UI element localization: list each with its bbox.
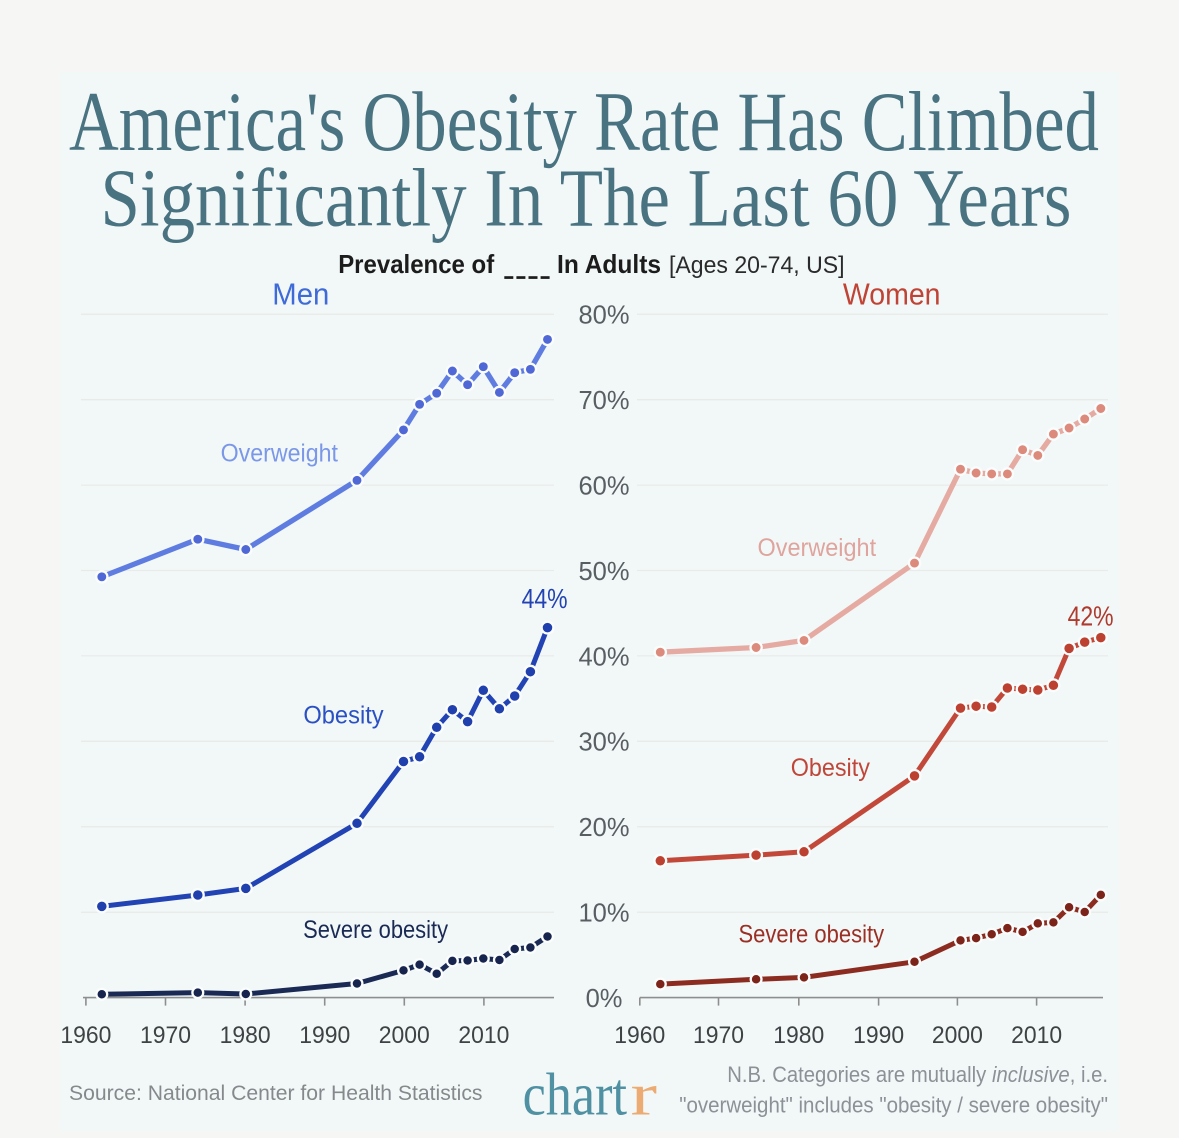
svg-text:2000: 2000 — [379, 1022, 430, 1049]
svg-text:Women: Women — [843, 277, 941, 312]
svg-text:1980: 1980 — [773, 1022, 824, 1049]
svg-text:Overweight: Overweight — [221, 440, 338, 468]
svg-text:Prevalence of: Prevalence of — [338, 249, 494, 279]
svg-text:[Ages 20-74, US]: [Ages 20-74, US] — [669, 252, 845, 279]
svg-text:1960: 1960 — [60, 1022, 111, 1049]
svg-text:0%: 0% — [586, 985, 623, 1013]
svg-text:60%: 60% — [578, 472, 629, 500]
svg-text:1980: 1980 — [220, 1022, 271, 1049]
svg-text:Severe obesity: Severe obesity — [303, 916, 448, 944]
svg-text:r: r — [631, 1062, 658, 1128]
svg-text:Source: National Center for He: Source: National Center for Health Stati… — [69, 1082, 483, 1105]
svg-text:70%: 70% — [578, 387, 629, 415]
svg-text:1970: 1970 — [693, 1022, 744, 1049]
svg-text:Significantly In The Last 60 Y: Significantly In The Last 60 Years — [101, 152, 1072, 244]
svg-text:Men: Men — [272, 277, 329, 312]
svg-text:44%: 44% — [522, 583, 568, 614]
svg-text:20%: 20% — [578, 814, 629, 842]
svg-text:2010: 2010 — [458, 1022, 509, 1049]
svg-text:Obesity: Obesity — [791, 754, 871, 782]
svg-text:40%: 40% — [578, 643, 629, 671]
svg-text:"overweight" includes "obesity: "overweight" includes "obesity / severe … — [679, 1093, 1108, 1118]
svg-text:1990: 1990 — [299, 1022, 350, 1049]
svg-text:N.B. Categories are mutually i: N.B. Categories are mutually inclusive, … — [727, 1062, 1108, 1087]
svg-text:42%: 42% — [1068, 601, 1114, 632]
svg-text:chart: chart — [523, 1062, 628, 1128]
svg-text:Overweight: Overweight — [758, 534, 877, 562]
svg-text:America's Obesity Rate Has Cli: America's Obesity Rate Has Climbed — [69, 75, 1099, 169]
svg-text:2010: 2010 — [1011, 1022, 1062, 1049]
svg-text:Obesity: Obesity — [303, 702, 384, 730]
svg-text:80%: 80% — [578, 302, 629, 330]
svg-text:1990: 1990 — [853, 1022, 904, 1049]
svg-text:1960: 1960 — [614, 1022, 665, 1049]
svg-text:2000: 2000 — [932, 1022, 983, 1049]
svg-text:30%: 30% — [578, 729, 629, 757]
svg-text:1970: 1970 — [140, 1022, 191, 1049]
svg-text:Severe obesity: Severe obesity — [739, 921, 885, 949]
svg-text:In Adults: In Adults — [557, 249, 661, 279]
svg-text:50%: 50% — [578, 558, 629, 586]
svg-text:10%: 10% — [578, 900, 629, 928]
